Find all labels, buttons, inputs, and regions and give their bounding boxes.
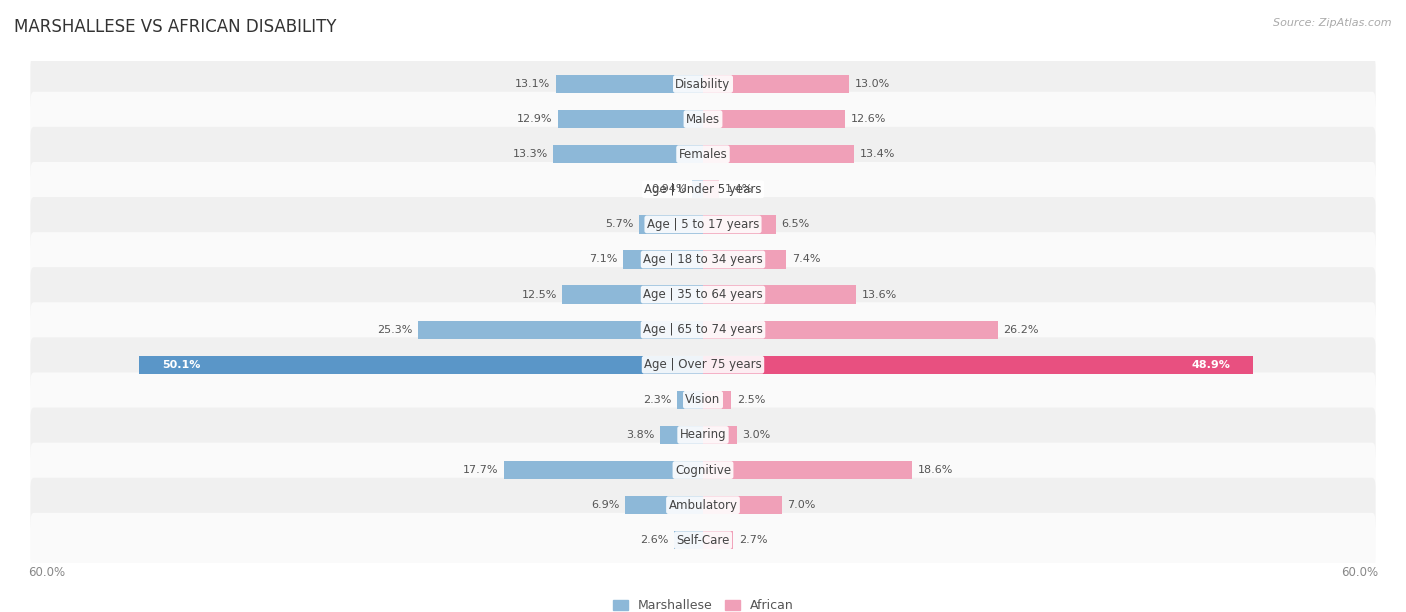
Legend: Marshallese, African: Marshallese, African (607, 594, 799, 612)
Bar (661, 426, 703, 444)
Text: Disability: Disability (675, 78, 731, 91)
Text: 3.8%: 3.8% (626, 430, 655, 440)
Bar (555, 75, 703, 93)
Text: Age | Under 5 years: Age | Under 5 years (644, 183, 762, 196)
Text: Source: ZipAtlas.com: Source: ZipAtlas.com (1274, 18, 1392, 28)
Text: Age | 18 to 34 years: Age | 18 to 34 years (643, 253, 763, 266)
Bar (703, 215, 776, 234)
FancyBboxPatch shape (31, 302, 1375, 357)
Bar (703, 531, 734, 550)
Text: 5.7%: 5.7% (605, 219, 633, 230)
Bar (562, 285, 703, 304)
Text: 6.9%: 6.9% (592, 500, 620, 510)
Text: Ambulatory: Ambulatory (668, 499, 738, 512)
Bar (638, 215, 703, 234)
FancyBboxPatch shape (31, 92, 1375, 146)
Bar (623, 250, 703, 269)
FancyBboxPatch shape (31, 57, 1375, 111)
Text: Age | 65 to 74 years: Age | 65 to 74 years (643, 323, 763, 336)
Text: Females: Females (679, 147, 727, 161)
Text: 2.3%: 2.3% (643, 395, 672, 405)
Bar (139, 356, 703, 374)
FancyBboxPatch shape (31, 373, 1375, 427)
Text: Age | 35 to 64 years: Age | 35 to 64 years (643, 288, 763, 301)
FancyBboxPatch shape (31, 513, 1375, 567)
Bar (703, 356, 1253, 374)
Bar (558, 110, 703, 129)
Text: 7.1%: 7.1% (589, 255, 617, 264)
FancyBboxPatch shape (31, 442, 1375, 498)
Text: Age | 5 to 17 years: Age | 5 to 17 years (647, 218, 759, 231)
Bar (503, 461, 703, 479)
Bar (703, 321, 998, 339)
Bar (703, 285, 856, 304)
Text: 12.6%: 12.6% (851, 114, 886, 124)
Text: 7.0%: 7.0% (787, 500, 815, 510)
Bar (703, 426, 737, 444)
Bar (703, 180, 718, 198)
Text: MARSHALLESE VS AFRICAN DISABILITY: MARSHALLESE VS AFRICAN DISABILITY (14, 18, 336, 36)
Text: 12.5%: 12.5% (522, 289, 557, 299)
FancyBboxPatch shape (31, 478, 1375, 532)
Text: 2.7%: 2.7% (740, 536, 768, 545)
Bar (703, 250, 786, 269)
Text: 17.7%: 17.7% (463, 465, 498, 475)
Text: Self-Care: Self-Care (676, 534, 730, 547)
Text: 13.4%: 13.4% (859, 149, 894, 159)
Bar (626, 496, 703, 514)
Bar (703, 461, 912, 479)
Text: 13.6%: 13.6% (862, 289, 897, 299)
Bar (703, 75, 849, 93)
Text: 3.0%: 3.0% (742, 430, 770, 440)
Bar (419, 321, 703, 339)
Bar (703, 496, 782, 514)
Text: 2.6%: 2.6% (640, 536, 668, 545)
Text: 12.9%: 12.9% (517, 114, 553, 124)
Bar (692, 180, 703, 198)
FancyBboxPatch shape (31, 267, 1375, 322)
FancyBboxPatch shape (31, 408, 1375, 462)
Text: 0.94%: 0.94% (651, 184, 686, 194)
Text: 6.5%: 6.5% (782, 219, 810, 230)
FancyBboxPatch shape (31, 127, 1375, 182)
Text: 13.3%: 13.3% (513, 149, 548, 159)
Bar (703, 145, 853, 163)
Text: Cognitive: Cognitive (675, 463, 731, 477)
Text: 13.1%: 13.1% (515, 79, 550, 89)
Text: Males: Males (686, 113, 720, 125)
FancyBboxPatch shape (31, 337, 1375, 392)
FancyBboxPatch shape (31, 162, 1375, 217)
FancyBboxPatch shape (31, 197, 1375, 252)
Bar (703, 390, 731, 409)
Text: 26.2%: 26.2% (1004, 325, 1039, 335)
Text: 13.0%: 13.0% (855, 79, 890, 89)
Bar (678, 390, 703, 409)
Bar (554, 145, 703, 163)
Text: Vision: Vision (685, 394, 721, 406)
FancyBboxPatch shape (31, 232, 1375, 287)
Text: Hearing: Hearing (679, 428, 727, 441)
Bar (703, 110, 845, 129)
Text: 60.0%: 60.0% (1341, 566, 1378, 579)
Text: 48.9%: 48.9% (1192, 360, 1230, 370)
Text: 18.6%: 18.6% (918, 465, 953, 475)
Text: 50.1%: 50.1% (162, 360, 200, 370)
Text: 1.4%: 1.4% (724, 184, 752, 194)
Text: Age | Over 75 years: Age | Over 75 years (644, 358, 762, 371)
Text: 60.0%: 60.0% (28, 566, 65, 579)
Bar (673, 531, 703, 550)
Text: 2.5%: 2.5% (737, 395, 765, 405)
Text: 25.3%: 25.3% (377, 325, 413, 335)
Text: 7.4%: 7.4% (792, 255, 820, 264)
